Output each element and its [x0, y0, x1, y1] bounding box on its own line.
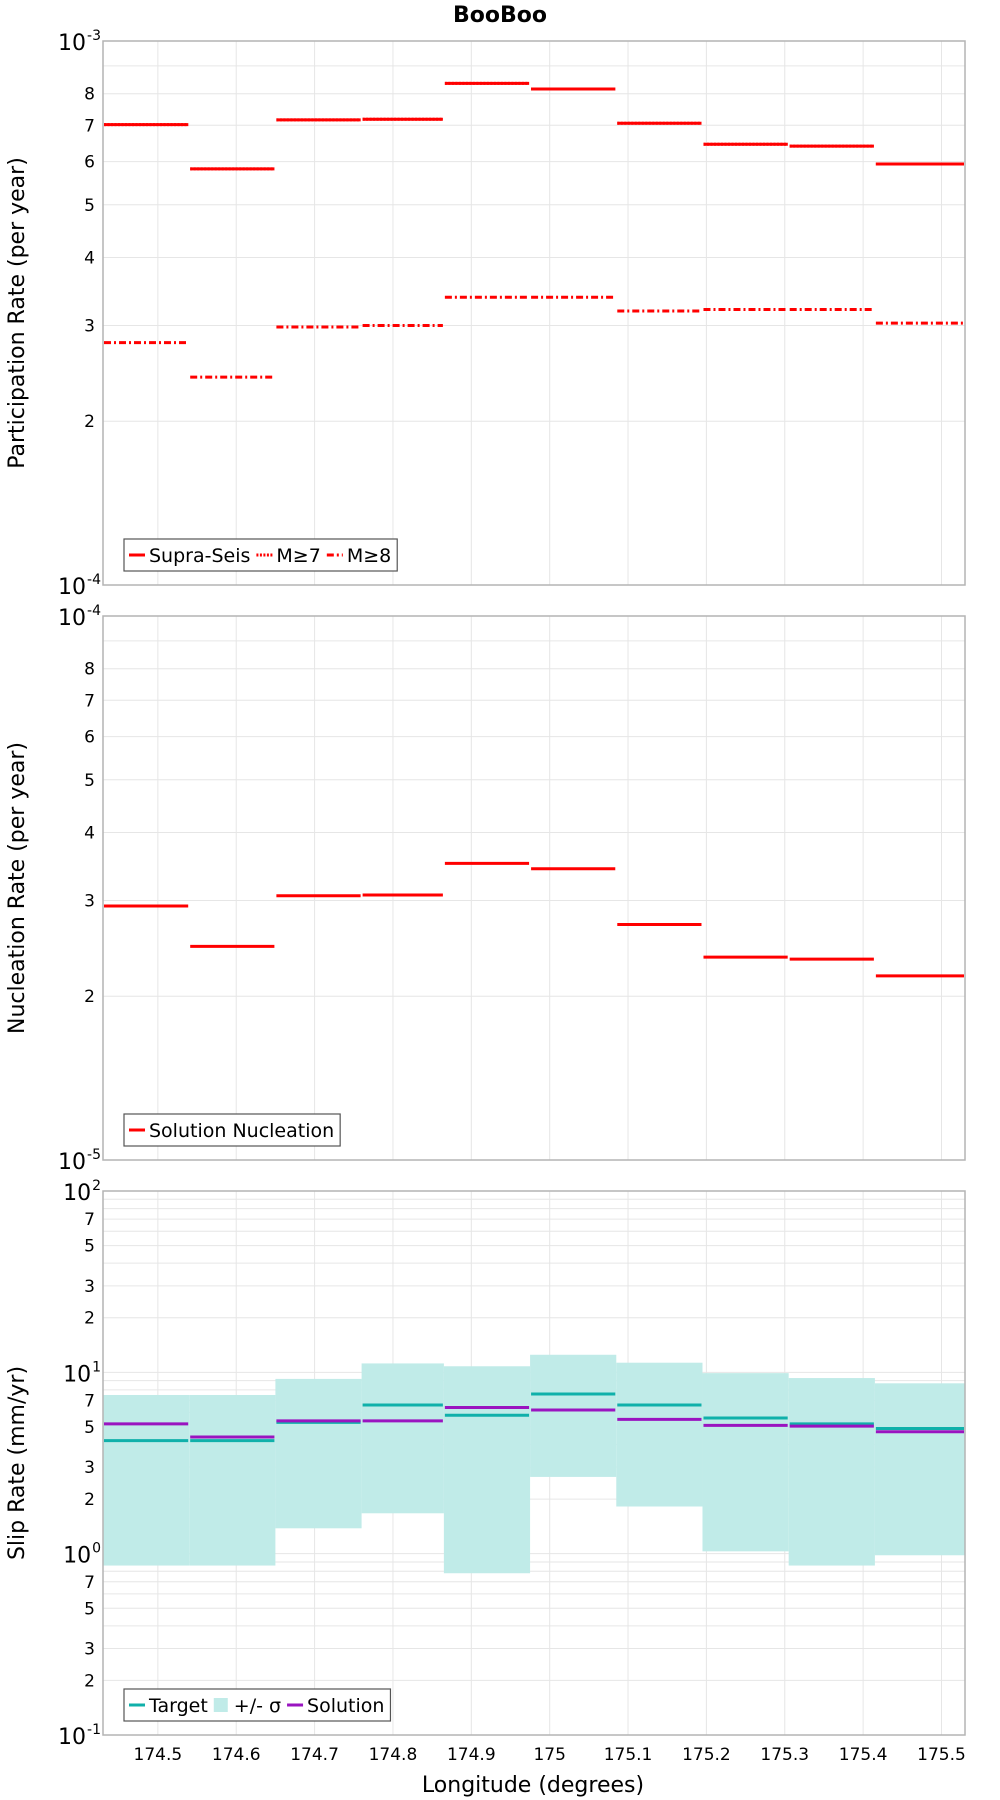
y-tick-label: 10: [63, 1544, 91, 1569]
x-tick-label: 174.9: [447, 1745, 496, 1765]
y-tick-label: 6: [84, 153, 95, 173]
x-tick-label: 175.2: [682, 1745, 731, 1765]
y-tick-label: 10: [63, 1362, 91, 1387]
legend-label: Supra-Seis: [149, 545, 250, 567]
legend-box: [123, 1113, 341, 1147]
y-tick-label: 7: [84, 1210, 95, 1230]
y-tick-label: 5: [84, 771, 95, 791]
y-tick-label: 3: [84, 316, 95, 336]
legend: Supra-Seis M≥7 M≥8: [123, 538, 398, 572]
x-tick-label: 175: [533, 1745, 565, 1765]
y-axis-label: Participation Rate (per year): [5, 157, 30, 469]
x-tick-label: 175.3: [760, 1745, 809, 1765]
sigma-band-segment: [189, 1394, 276, 1566]
sigma-band-segment: [530, 1354, 617, 1477]
x-tick-label: 175.4: [839, 1745, 888, 1765]
y-tick-label: 8: [84, 85, 95, 105]
y-tick-exponent: 0: [92, 1541, 101, 1557]
sigma-band-segment: [874, 1383, 965, 1556]
y-tick-label: 8: [84, 660, 95, 680]
legend-label: Solution Nucleation: [149, 1120, 334, 1142]
y-tick-label: 7: [84, 1391, 95, 1411]
y-tick-exponent: -5: [87, 1147, 101, 1163]
x-tick-label: 175.5: [917, 1745, 966, 1765]
y-tick-label: 2: [84, 987, 95, 1007]
legend: Solution Nucleation: [123, 1113, 341, 1147]
x-tick-label: 174.7: [290, 1745, 339, 1765]
y-tick-label: 5: [84, 1237, 95, 1257]
legend-label: M≥7: [276, 545, 320, 567]
y-tick-label: 5: [84, 1599, 95, 1619]
plot-frame: [102, 40, 966, 586]
legend-label: M≥8: [347, 545, 391, 567]
x-tick-label: 174.6: [212, 1745, 261, 1765]
legend-label: Solution: [307, 1695, 384, 1717]
y-tick-label: 4: [84, 823, 95, 843]
y-tick-label: 10: [58, 1150, 86, 1175]
legend-label: Target: [148, 1695, 208, 1717]
legend-swatch: [213, 1698, 228, 1712]
y-tick-label: 3: [84, 1458, 95, 1478]
y-tick-label: 4: [84, 248, 95, 268]
y-tick-exponent: 1: [92, 1359, 101, 1375]
y-tick-exponent: -4: [87, 603, 101, 619]
x-tick-label: 175.1: [604, 1745, 653, 1765]
sigma-band-segment: [275, 1378, 362, 1529]
x-tick-label: 174.8: [369, 1745, 418, 1765]
y-tick-exponent: -1: [87, 1722, 101, 1738]
y-tick-label: 2: [84, 412, 95, 432]
y-tick-label: 10: [58, 31, 86, 56]
x-axis-label: Longitude (degrees): [422, 1773, 644, 1798]
chart-title: BooBoo: [453, 3, 547, 28]
y-tick-label: 6: [84, 728, 95, 748]
y-tick-label: 10: [63, 1181, 91, 1206]
y-tick-label: 5: [84, 196, 95, 216]
y-axis-label: Slip Rate (mm/yr): [5, 1366, 30, 1560]
y-tick-label: 5: [84, 1418, 95, 1438]
x-tick-label: 174.5: [134, 1745, 183, 1765]
y-tick-exponent: 2: [92, 1178, 101, 1194]
sigma-band-segment: [788, 1378, 875, 1566]
sigma-band-segment: [103, 1394, 190, 1566]
y-tick-exponent: -4: [87, 572, 101, 588]
plot-frame: [102, 615, 966, 1161]
plot-frame: [102, 1190, 966, 1736]
y-tick-label: 2: [84, 1309, 95, 1329]
y-tick-label: 3: [84, 891, 95, 911]
y-tick-exponent: -3: [87, 28, 101, 44]
y-tick-label: 3: [84, 1639, 95, 1659]
y-tick-label: 10: [58, 1725, 86, 1750]
legend-box: [123, 1688, 392, 1722]
y-tick-label: 10: [58, 575, 86, 600]
sigma-band-segment: [702, 1373, 789, 1552]
y-axis-label: Nucleation Rate (per year): [5, 742, 30, 1034]
y-tick-label: 3: [84, 1277, 95, 1297]
y-tick-label: 10: [58, 606, 86, 631]
y-tick-label: 2: [84, 1671, 95, 1691]
sigma-band-segment: [361, 1363, 444, 1514]
sigma-band-segment: [616, 1362, 703, 1507]
y-tick-label: 2: [84, 1490, 95, 1510]
y-tick-label: 7: [84, 1573, 95, 1593]
y-tick-label: 7: [84, 691, 95, 711]
legend: Target +/- σ Solution: [123, 1688, 392, 1722]
y-tick-label: 7: [84, 116, 95, 136]
legend-label: +/- σ: [234, 1695, 281, 1717]
sigma-band-segment: [443, 1366, 531, 1574]
